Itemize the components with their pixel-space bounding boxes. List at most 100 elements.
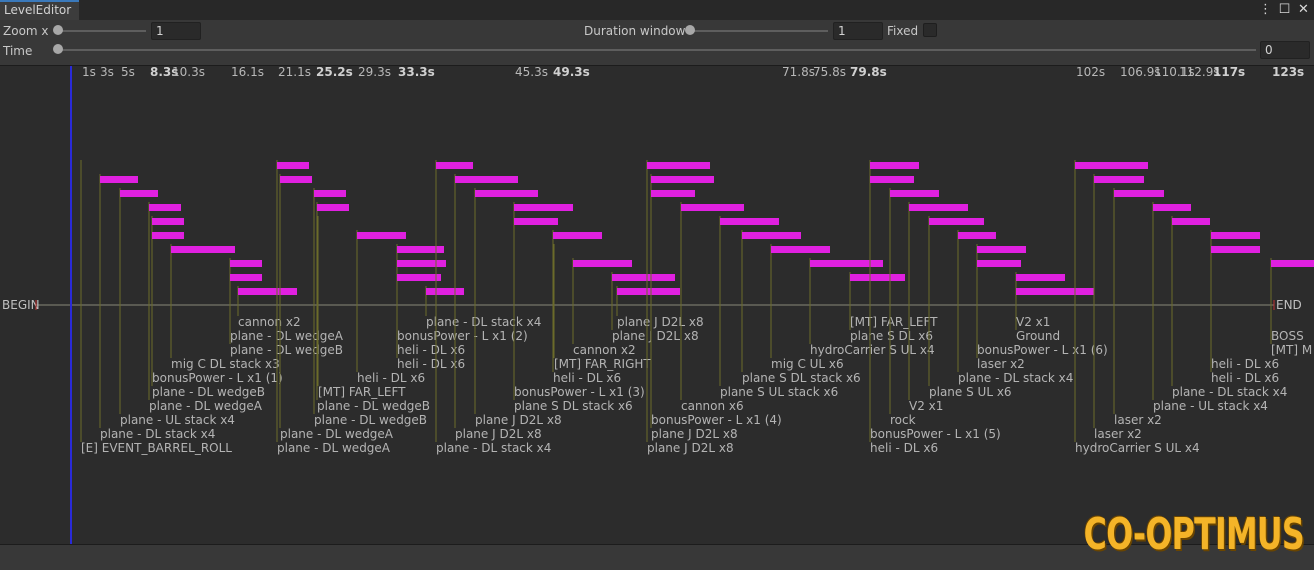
duration-slider-thumb[interactable] [685,25,695,35]
event-duration-bar[interactable] [230,274,262,281]
event-duration-bar[interactable] [230,260,262,267]
kebab-menu-icon[interactable]: ⋮ [1259,2,1272,17]
event-duration-bar[interactable] [1016,274,1065,281]
event-duration-bar[interactable] [1271,260,1314,267]
event-duration-bar[interactable] [573,260,632,267]
event-duration-bar[interactable] [647,162,710,169]
event-label: plane J D2L x8 [617,315,704,329]
event-label: heli - DL x6 [1211,371,1279,385]
end-marker-label: END [1276,298,1302,312]
event-duration-bar[interactable] [890,190,939,197]
event-duration-bar[interactable] [397,274,441,281]
event-duration-bar[interactable] [475,190,538,197]
event-duration-bar[interactable] [1211,246,1260,253]
timeline-panel[interactable]: 1s 3s 5s 8.3s 10.3s 16.1s 21.1s 25.2s 29.3s 33.3s… [0,65,1314,545]
event-label: plane - DL stack x4 [426,315,541,329]
event-duration-bar[interactable] [277,162,309,169]
fixed-checkbox[interactable] [923,23,937,37]
event-duration-bar[interactable] [514,218,558,225]
event-duration-bar[interactable] [651,190,695,197]
event-duration-bar[interactable] [553,232,602,239]
event-label: bonusPower - L x1 (4) [651,413,782,427]
event-label: [MT] FAR_LEFT [318,385,406,399]
event-duration-bar[interactable] [152,232,184,239]
begin-marker-label: BEGIN [2,298,40,312]
window-title-bar: LevelEditor ⋮ ☐ ✕ [0,0,1314,20]
event-duration-bar[interactable] [850,274,905,281]
event-duration-bar[interactable] [436,162,473,169]
event-duration-bar[interactable] [280,176,312,183]
event-duration-bar[interactable] [720,218,779,225]
event-label: cannon x6 [681,399,744,413]
event-label: [MT] FAR_LEFT [850,315,938,329]
event-duration-bar[interactable] [455,176,518,183]
duration-input[interactable]: 1 [833,22,883,40]
event-duration-bar[interactable] [357,232,406,239]
tab-level-editor[interactable]: LevelEditor [0,0,80,20]
event-duration-bar[interactable] [171,246,235,253]
event-label: plane - DL stack x4 [1172,385,1287,399]
time-tick-label: 49.3s [553,66,590,79]
event-duration-bar[interactable] [1016,288,1094,295]
event-label: plane - DL wedgeB [314,413,427,427]
event-duration-bar[interactable] [810,260,883,267]
time-tick-label: 21.1s [278,66,311,79]
event-duration-bar[interactable] [152,218,184,225]
event-duration-bar[interactable] [1211,232,1260,239]
event-duration-bar[interactable] [977,246,1026,253]
event-duration-bar[interactable] [870,162,919,169]
event-label: plane - DL wedgeA [230,329,344,343]
event-duration-bar[interactable] [314,190,346,197]
time-tick-label: 8.3s [150,66,178,79]
zoom-slider-thumb[interactable] [53,25,63,35]
event-duration-bar[interactable] [1114,190,1164,197]
event-duration-bar[interactable] [1075,162,1148,169]
event-label: heli - DL x6 [1211,357,1279,371]
event-label: rock [890,413,916,427]
event-duration-bar[interactable] [958,232,996,239]
event-duration-bar[interactable] [1153,204,1191,211]
event-label: laser x2 [977,357,1025,371]
event-duration-bar[interactable] [977,260,1021,267]
duration-window-label: Duration window [584,24,686,38]
zoom-slider-track[interactable] [56,30,146,32]
event-duration-bar[interactable] [317,204,349,211]
event-label: plane S DL x6 [850,329,933,343]
event-duration-bar[interactable] [1172,218,1210,225]
event-duration-bar[interactable] [870,176,914,183]
event-duration-bar[interactable] [238,288,297,295]
event-label: plane S DL stack x6 [742,371,861,385]
event-label: BOSS [1271,329,1304,343]
time-tick-label: 79.8s [850,66,887,79]
event-duration-bar[interactable] [612,274,675,281]
event-duration-bar[interactable] [929,218,984,225]
event-duration-bar[interactable] [909,204,968,211]
duration-slider-track[interactable] [688,30,828,32]
event-duration-bar[interactable] [1094,176,1144,183]
close-icon[interactable]: ✕ [1298,2,1309,17]
zoom-input[interactable]: 1 [151,22,201,40]
event-duration-bar[interactable] [651,176,714,183]
time-tick-label: 16.1s [231,66,264,79]
time-tick-label: 106.9s [1120,66,1161,79]
event-duration-bar[interactable] [771,246,830,253]
event-label: plane - DL wedgeA [149,399,263,413]
event-duration-bar[interactable] [100,176,138,183]
event-label: heli - DL x6 [357,371,425,385]
event-duration-bar[interactable] [397,260,446,267]
event-duration-bar[interactable] [397,246,444,253]
time-slider-track[interactable] [56,49,1256,51]
event-duration-bar[interactable] [617,288,680,295]
time-slider-thumb[interactable] [53,44,63,54]
maximize-icon[interactable]: ☐ [1278,2,1291,17]
event-duration-bar[interactable] [742,232,801,239]
time-tick-label: 25.2s [316,66,353,79]
event-duration-bar[interactable] [514,204,573,211]
event-duration-bar[interactable] [120,190,158,197]
time-tick-label: 5s [121,66,135,79]
event-duration-bar[interactable] [149,204,181,211]
time-input[interactable]: 0 [1260,41,1310,59]
event-label: plane - DL stack x4 [958,371,1073,385]
event-duration-bar[interactable] [426,288,464,295]
event-duration-bar[interactable] [681,204,744,211]
